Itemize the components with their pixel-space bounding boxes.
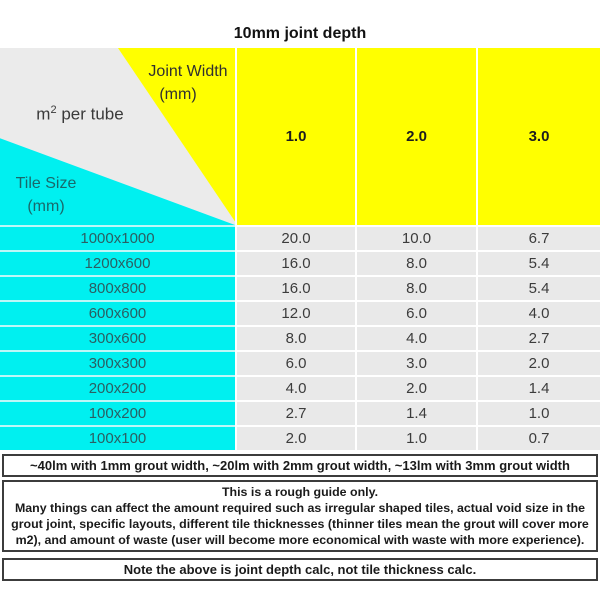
linear-meter-note: ~40lm with 1mm grout width, ~20lm with 2… xyxy=(2,454,598,477)
value-cell: 2.0 xyxy=(355,375,476,400)
value-cell: 2.7 xyxy=(235,400,355,425)
value-cell: 3.0 xyxy=(355,350,476,375)
table-row: 300x300 6.0 3.0 2.0 xyxy=(0,350,600,375)
tile-size-cell: 1200x600 xyxy=(0,250,235,275)
tile-size-unit-label: (mm) xyxy=(27,198,65,215)
column-header-1: 1.0 xyxy=(235,48,355,225)
joint-width-unit-label: (mm) xyxy=(159,86,197,103)
value-cell: 0.7 xyxy=(476,425,600,450)
joint-depth-note: Note the above is joint depth calc, not … xyxy=(2,558,598,581)
tile-size-label: Tile Size xyxy=(15,175,77,192)
table-row: 1200x600 16.0 8.0 5.4 xyxy=(0,250,600,275)
value-cell: 8.0 xyxy=(355,275,476,300)
m2-per-tube-label: m2 per tube xyxy=(36,104,124,124)
tile-size-cell: 100x100 xyxy=(0,425,235,450)
value-cell: 4.0 xyxy=(235,375,355,400)
value-cell: 10.0 xyxy=(355,225,476,250)
table-row: 300x600 8.0 4.0 2.7 xyxy=(0,325,600,350)
joint-width-label: Joint Width xyxy=(148,63,228,80)
tile-size-cell: 100x200 xyxy=(0,400,235,425)
rough-guide-note: This is a rough guide only. Many things … xyxy=(2,480,598,552)
value-cell: 8.0 xyxy=(235,325,355,350)
value-cell: 5.4 xyxy=(476,250,600,275)
value-cell: 6.0 xyxy=(355,300,476,325)
value-cell: 1.4 xyxy=(476,375,600,400)
tile-size-cell: 600x600 xyxy=(0,300,235,325)
value-cell: 20.0 xyxy=(235,225,355,250)
value-cell: 2.0 xyxy=(476,350,600,375)
rough-guide-note-body: Many things can affect the amount requir… xyxy=(11,501,589,547)
value-cell: 4.0 xyxy=(355,325,476,350)
value-cell: 12.0 xyxy=(235,300,355,325)
value-cell: 1.0 xyxy=(476,400,600,425)
table-row: 200x200 4.0 2.0 1.4 xyxy=(0,375,600,400)
tile-size-cell: 300x600 xyxy=(0,325,235,350)
value-cell: 4.0 xyxy=(476,300,600,325)
table-row: 800x800 16.0 8.0 5.4 xyxy=(0,275,600,300)
value-cell: 8.0 xyxy=(355,250,476,275)
data-grid: 1000x1000 20.0 10.0 6.7 1200x600 16.0 8.… xyxy=(0,225,600,450)
tile-size-cell: 800x800 xyxy=(0,275,235,300)
table-row: 100x200 2.7 1.4 1.0 xyxy=(0,400,600,425)
value-cell: 5.4 xyxy=(476,275,600,300)
value-cell: 16.0 xyxy=(235,275,355,300)
value-cell: 6.7 xyxy=(476,225,600,250)
page-title: 10mm joint depth xyxy=(233,25,367,42)
value-cell: 2.0 xyxy=(235,425,355,450)
tile-size-cell: 300x300 xyxy=(0,350,235,375)
value-cell: 16.0 xyxy=(235,250,355,275)
rough-guide-note-heading: This is a rough guide only. xyxy=(221,485,379,499)
tile-size-cell: 200x200 xyxy=(0,375,235,400)
tile-size-cell: 1000x1000 xyxy=(0,225,235,250)
value-cell: 1.4 xyxy=(355,400,476,425)
table-header: Joint Width (mm) m2 per tube Tile Size (… xyxy=(0,48,600,225)
value-cell: 6.0 xyxy=(235,350,355,375)
table-row: 1000x1000 20.0 10.0 6.7 xyxy=(0,225,600,250)
table-row: 100x100 2.0 1.0 0.7 xyxy=(0,425,600,450)
column-header-2: 2.0 xyxy=(355,48,476,225)
header-corner-cell: Joint Width (mm) m2 per tube Tile Size (… xyxy=(0,48,235,225)
table-row: 600x600 12.0 6.0 4.0 xyxy=(0,300,600,325)
value-cell: 1.0 xyxy=(355,425,476,450)
value-cell: 2.7 xyxy=(476,325,600,350)
column-header-3: 3.0 xyxy=(476,48,600,225)
